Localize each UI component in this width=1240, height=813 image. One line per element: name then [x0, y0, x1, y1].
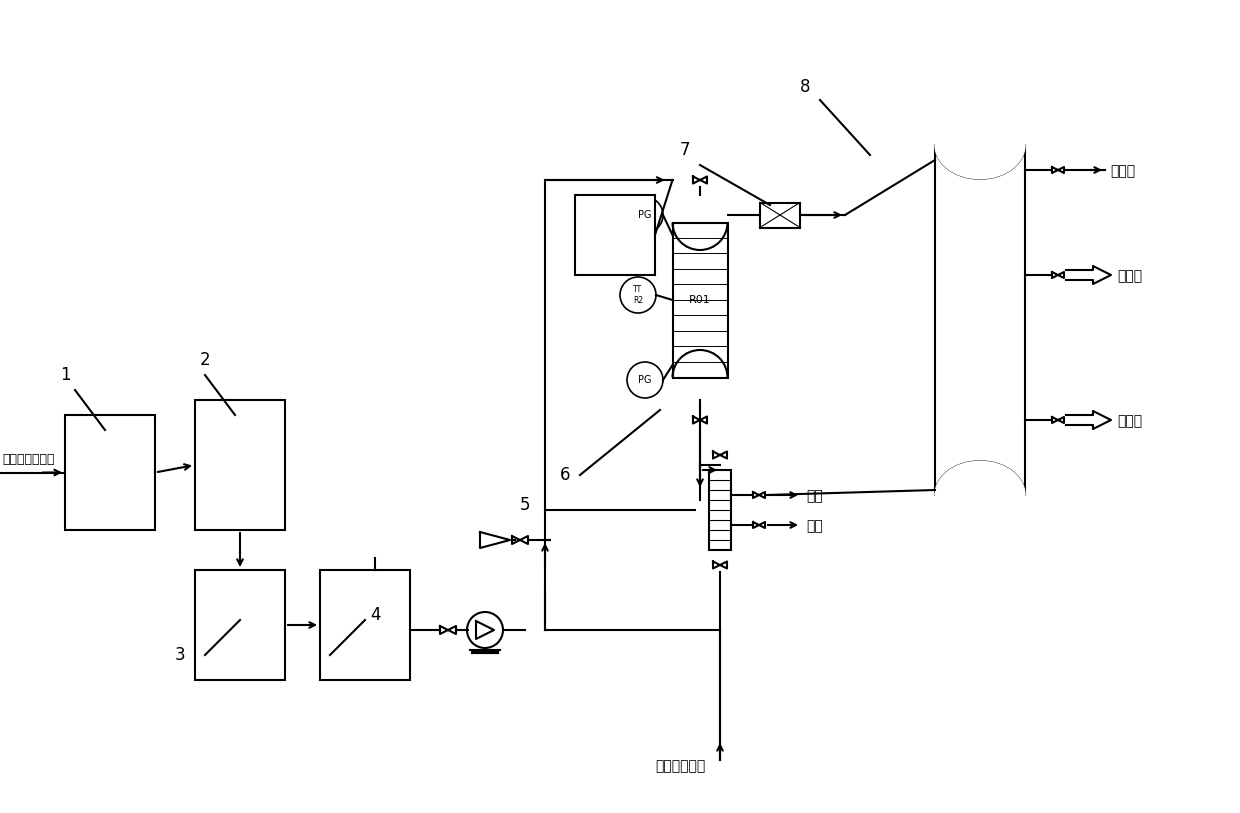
Text: 导热油: 导热油	[1117, 269, 1142, 283]
Text: 4: 4	[370, 606, 381, 624]
Text: 六甲基硅氧烷: 六甲基硅氧烷	[655, 759, 706, 773]
Text: 成品: 成品	[806, 489, 823, 503]
Circle shape	[620, 277, 656, 313]
Circle shape	[627, 197, 663, 233]
Circle shape	[467, 612, 503, 648]
Text: 1: 1	[60, 366, 71, 384]
Text: R01: R01	[689, 295, 711, 305]
Bar	[64, 415, 155, 530]
Bar	[195, 400, 285, 530]
Bar	[672, 223, 728, 377]
Text: 成品: 成品	[806, 519, 823, 533]
Ellipse shape	[475, 526, 515, 554]
Text: 3: 3	[175, 646, 186, 664]
Text: 导热油: 导热油	[1117, 414, 1142, 428]
Text: PG: PG	[639, 210, 652, 220]
Bar	[575, 195, 655, 275]
Bar	[760, 202, 800, 228]
Text: 8: 8	[800, 78, 811, 96]
Text: TT
R2: TT R2	[632, 285, 644, 305]
Ellipse shape	[935, 461, 1025, 528]
Text: 7: 7	[680, 141, 691, 159]
Bar	[709, 470, 732, 550]
Circle shape	[627, 362, 663, 398]
Bar	[320, 570, 410, 680]
Text: 硅氧烷混合环体: 硅氧烷混合环体	[2, 453, 55, 466]
Bar	[935, 145, 1025, 495]
Text: 低分子: 低分子	[1110, 164, 1135, 178]
Text: 6: 6	[560, 466, 570, 484]
Text: 2: 2	[200, 351, 211, 369]
Text: 5: 5	[520, 496, 531, 514]
Bar	[195, 570, 285, 680]
Ellipse shape	[935, 111, 1025, 179]
Text: PG: PG	[639, 375, 652, 385]
